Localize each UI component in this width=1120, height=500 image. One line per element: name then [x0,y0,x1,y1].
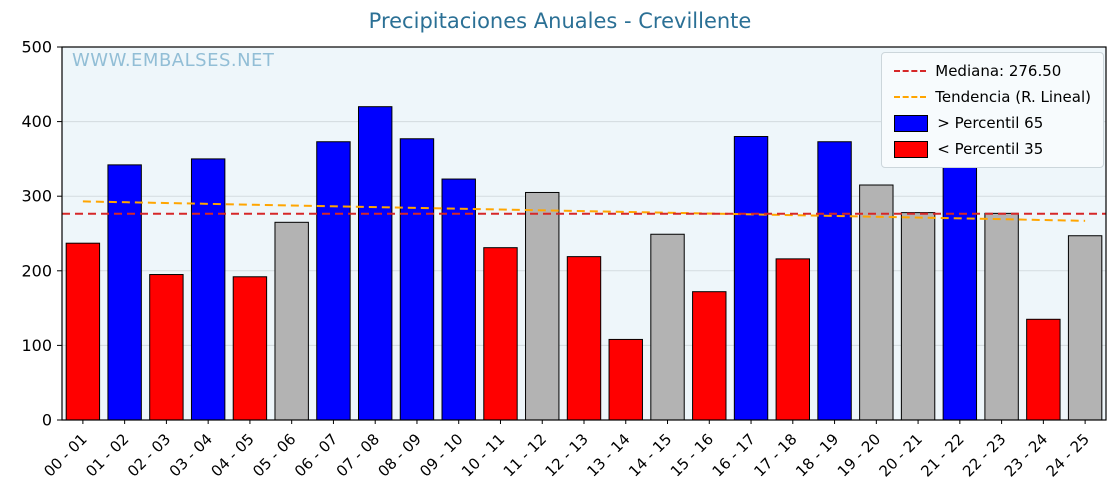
x-tick-label: 04 - 05 [207,430,257,480]
legend-patch-swatch [894,140,929,158]
legend-dashed-line-swatch [894,70,927,72]
x-tick-label: 06 - 07 [291,430,341,480]
y-tick-label: 400 [21,112,52,131]
legend-item: Mediana: 276.50 [894,62,1091,80]
legend-item: < Percentil 35 [894,140,1091,158]
bar [483,247,518,421]
x-tick-label: 03 - 04 [166,430,216,480]
x-tick-label: 08 - 09 [374,430,424,480]
x-tick-label: 01 - 02 [82,430,132,480]
bar [650,233,685,421]
x-tick-label: 10 - 11 [458,430,508,480]
bar [107,164,142,421]
x-tick-label: 23 - 24 [1001,430,1051,480]
legend-patch-swatch [894,114,929,132]
legend-item: Tendencia (R. Lineal) [894,88,1091,106]
x-tick-label: 20 - 21 [876,430,926,480]
legend-dashed-line-swatch [894,96,927,98]
x-tick-label: 09 - 10 [416,430,466,480]
x-tick-label: 00 - 01 [40,430,90,480]
x-tick-label: 11 - 12 [500,430,550,480]
bar [1067,235,1103,421]
x-tick-label: 07 - 08 [333,430,383,480]
legend-label: Mediana: 276.50 [935,62,1062,80]
x-tick-label: 13 - 14 [583,430,633,480]
bar [525,191,560,421]
bar [149,274,184,421]
y-tick-label: 100 [21,336,52,355]
bar [775,258,811,421]
x-tick-label: 21 - 22 [917,430,967,480]
x-tick-label: 19 - 20 [834,430,884,480]
y-tick-label: 200 [21,261,52,280]
bar [399,138,435,421]
x-tick-label: 16 - 17 [709,430,759,480]
y-tick-label: 0 [42,411,52,430]
legend-label: < Percentil 35 [937,140,1044,158]
bar [190,158,226,421]
bar [566,256,602,421]
chart-legend: Mediana: 276.50 Tendencia (R. Lineal) > Pe… [881,52,1104,168]
x-tick-label: 17 - 18 [750,430,800,480]
legend-label: > Percentil 65 [937,114,1044,132]
legend-item: > Percentil 65 [894,114,1091,132]
x-tick-label: 18 - 19 [792,430,842,480]
bar [817,141,852,421]
x-tick-label: 15 - 16 [667,430,717,480]
x-tick-label: 02 - 03 [124,430,174,480]
bar [692,291,727,421]
y-tick-label: 300 [21,187,52,206]
bar [900,212,936,421]
bar [232,276,268,421]
bar [984,212,1019,421]
y-tick-label: 500 [21,38,52,57]
bar [608,338,643,421]
x-tick-label: 22 - 23 [959,430,1009,480]
bar [859,184,894,421]
bar [357,106,393,421]
bar [733,136,769,421]
bar [65,242,101,421]
watermark: WWW.EMBALSES.NET [72,50,275,71]
bar [316,141,351,421]
x-tick-label: 24 - 25 [1043,430,1093,480]
legend-label: Tendencia (R. Lineal) [935,88,1091,106]
x-tick-label: 05 - 06 [249,430,299,480]
bar [441,178,476,421]
x-tick-label: 14 - 15 [625,430,675,480]
bar [1026,318,1061,421]
x-tick-label: 12 - 13 [542,430,592,480]
trend-line [82,200,1086,222]
bar [274,221,309,421]
chart-title: Precipitaciones Anuales - Crevillente [368,9,752,33]
